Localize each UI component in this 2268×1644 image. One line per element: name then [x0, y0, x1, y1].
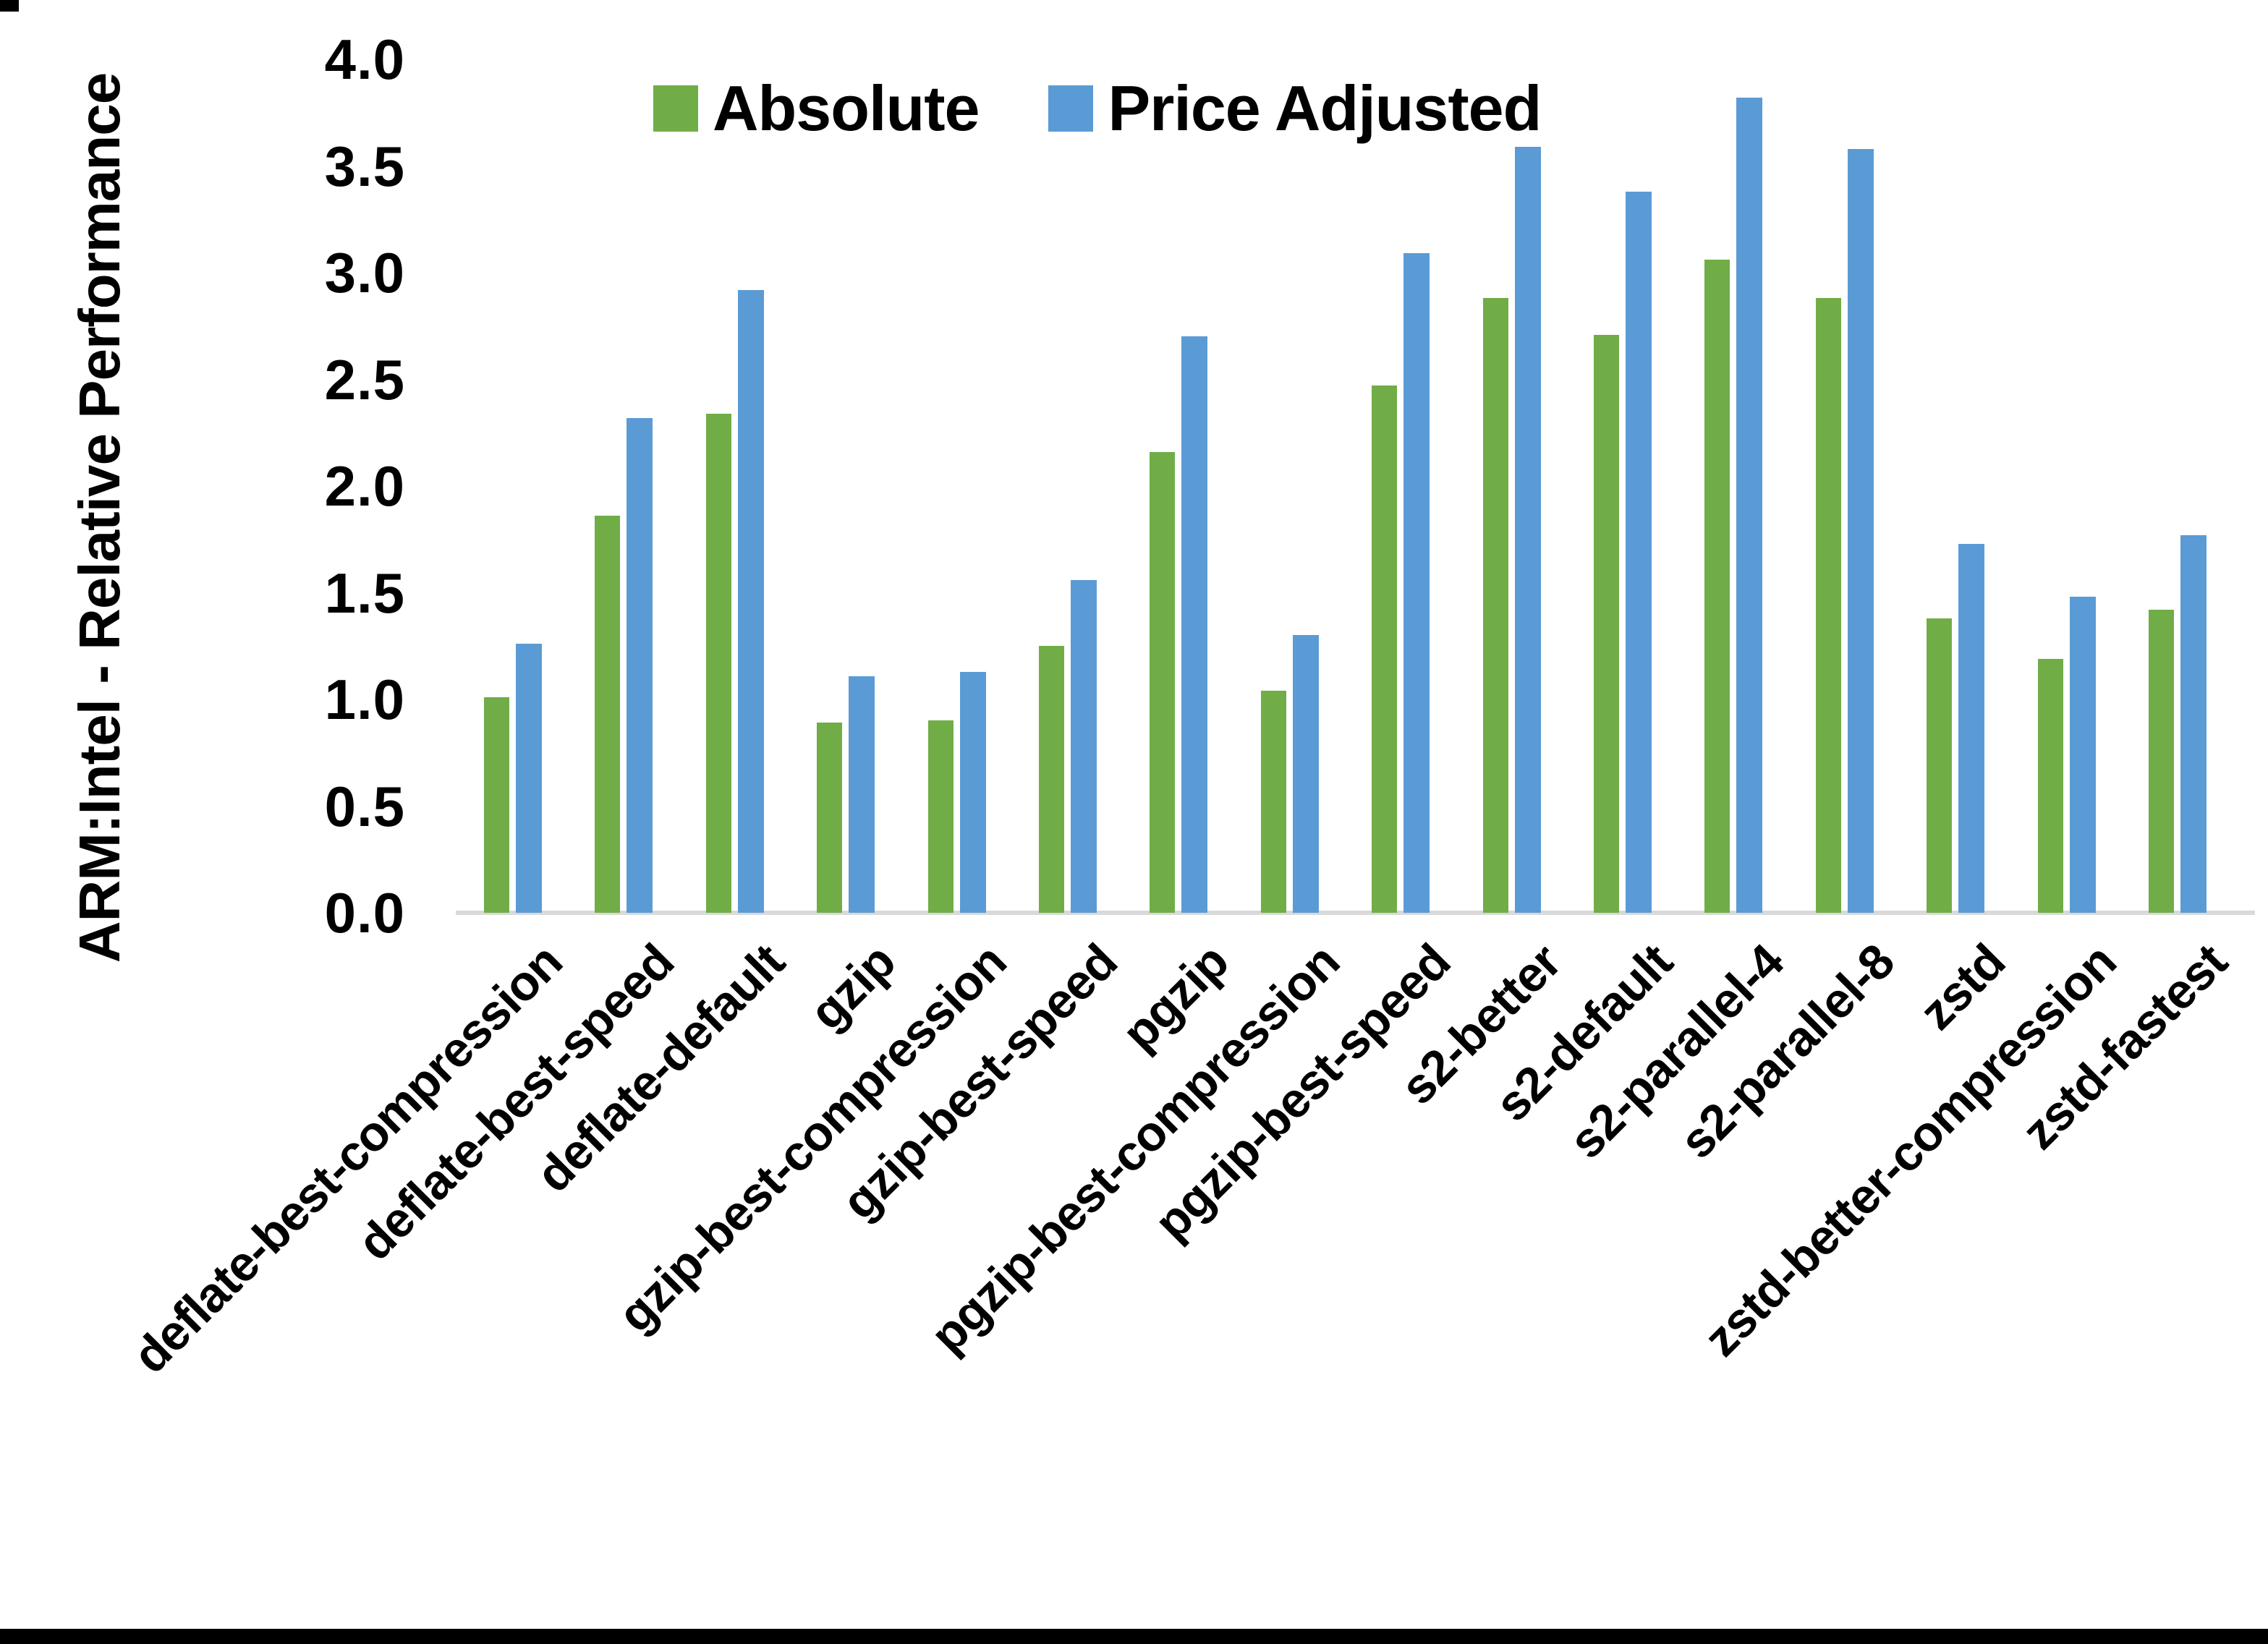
bar-absolute-zstd: [1927, 618, 1952, 913]
bottom-border: [0, 1629, 2268, 1644]
bar-price-adjusted-deflate-best-speed: [627, 418, 653, 913]
bar-price-adjusted-s2-better: [1515, 147, 1541, 913]
bar-absolute-deflate-best-compression: [484, 697, 509, 913]
bar-absolute-gzip-best-speed: [1039, 646, 1064, 913]
y-axis-tick-label: 4.0: [324, 27, 405, 91]
bar-price-adjusted-gzip-best-compression: [960, 672, 986, 913]
y-axis-tick-label: 1.5: [324, 561, 405, 625]
bar-price-adjusted-gzip-best-speed: [1071, 580, 1097, 913]
legend-label-price-adjusted: Price Adjusted: [1108, 72, 1542, 144]
bar-absolute-pgzip: [1150, 452, 1175, 913]
legend-item-price-adjusted: Price Adjusted: [1048, 72, 1542, 144]
bar-price-adjusted-deflate-best-compression: [516, 644, 542, 913]
legend-label-absolute: Absolute: [713, 72, 980, 144]
bar-absolute-zstd-better-compression: [2038, 659, 2063, 913]
y-axis-tick-label: 3.5: [324, 134, 405, 198]
bar-price-adjusted-s2-default: [1626, 192, 1652, 913]
y-axis-tick-label: 0.0: [324, 881, 405, 945]
bar-price-adjusted-deflate-default: [738, 290, 764, 913]
bar-price-adjusted-zstd-better-compression: [2070, 597, 2096, 913]
legend: Absolute Price Adjusted: [653, 72, 1542, 144]
bar-absolute-s2-parallel-8: [1816, 298, 1841, 913]
x-axis-label-deflate-best-compression: deflate-best-compression: [122, 934, 573, 1384]
bar-absolute-s2-default: [1594, 335, 1619, 913]
bar-price-adjusted-gzip: [849, 676, 875, 913]
bar-price-adjusted-s2-parallel-8: [1848, 149, 1874, 913]
legend-swatch-price-adjusted-icon: [1048, 85, 1094, 132]
bar-price-adjusted-pgzip-best-speed: [1403, 253, 1430, 913]
bar-absolute-gzip: [817, 723, 842, 913]
y-axis-tick-label: 2.5: [324, 347, 405, 412]
legend-swatch-absolute-icon: [653, 85, 698, 132]
bar-absolute-gzip-best-compression: [928, 720, 954, 913]
bar-absolute-pgzip-best-compression: [1261, 691, 1286, 913]
y-axis-title: ARM:Intel - Relative Performance: [67, 72, 132, 963]
bar-absolute-pgzip-best-speed: [1372, 386, 1397, 913]
corner-mark: [0, 0, 19, 12]
bar-price-adjusted-zstd-fastest: [2180, 535, 2207, 913]
bar-absolute-s2-parallel-4: [1704, 260, 1730, 913]
bar-price-adjusted-s2-parallel-4: [1736, 98, 1762, 913]
x-axis-line: [456, 911, 2255, 915]
legend-item-absolute: Absolute: [653, 72, 980, 144]
y-axis-tick-label: 2.0: [324, 454, 405, 518]
bar-absolute-zstd-fastest: [2149, 610, 2174, 913]
bar-price-adjusted-pgzip-best-compression: [1293, 635, 1319, 913]
bar-absolute-deflate-best-speed: [595, 516, 620, 913]
bar-absolute-deflate-default: [706, 414, 731, 913]
bar-price-adjusted-zstd: [1958, 544, 1984, 913]
y-axis-tick-label: 0.5: [324, 774, 405, 838]
y-axis-tick-label: 3.0: [324, 241, 405, 304]
bar-price-adjusted-pgzip: [1181, 336, 1207, 913]
bar-absolute-s2-better: [1483, 298, 1508, 913]
y-axis-tick-label: 1.0: [324, 668, 405, 731]
